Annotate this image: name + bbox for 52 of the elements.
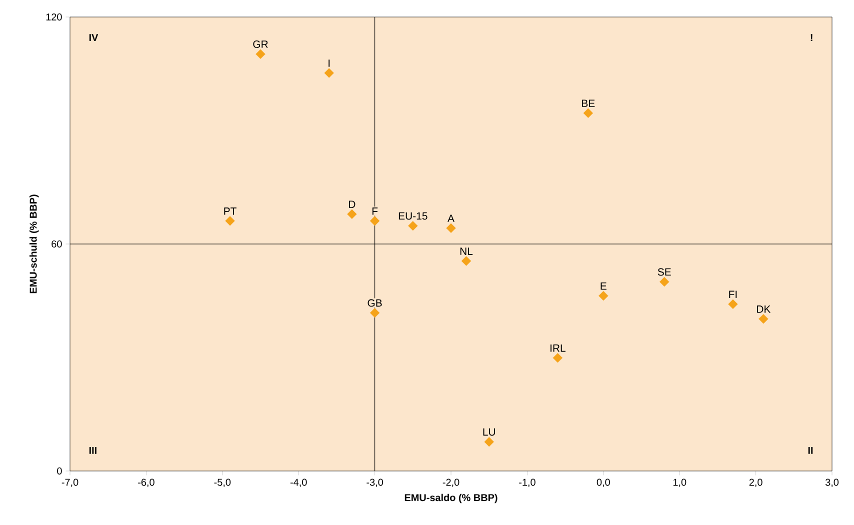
x-tick-label: -2,0	[442, 478, 460, 488]
point	[461, 256, 472, 266]
annotation: NL	[460, 248, 473, 255]
x-tick-label: -3,0	[366, 478, 384, 488]
point	[552, 353, 563, 363]
annotation: SE	[658, 268, 671, 276]
point	[408, 220, 418, 231]
point	[758, 314, 768, 324]
x-tick-label: 1,0	[673, 478, 686, 488]
annotation: GR	[253, 40, 268, 48]
x-tick-label: -7,0	[62, 478, 78, 488]
annotation: EU-15	[398, 212, 428, 220]
annotation: PT	[224, 208, 236, 215]
annotation: III	[89, 447, 96, 454]
point	[598, 290, 608, 301]
annotation: DK	[757, 306, 771, 313]
annotation: GB	[368, 299, 382, 307]
annotation: IV	[89, 34, 98, 41]
annotation: !	[810, 34, 812, 41]
annotation: F	[372, 208, 378, 215]
point	[256, 49, 266, 59]
point	[728, 299, 738, 309]
annotation: IRL	[550, 344, 566, 352]
x-tick-label: -1,0	[519, 478, 536, 488]
annotation: I	[328, 60, 330, 67]
x-tick-label: 2,0	[749, 478, 762, 488]
point	[484, 437, 494, 447]
annotation: II	[808, 447, 813, 454]
x-tick-label: 3,0	[825, 478, 839, 488]
x-tick-label: -5,0	[214, 478, 231, 488]
annotation: LU	[483, 428, 495, 436]
y-tick-label: 60	[52, 240, 62, 248]
point	[347, 209, 357, 219]
point	[324, 68, 334, 78]
annotation: FI	[729, 290, 737, 298]
point	[446, 223, 456, 233]
x-tick-label: -4,0	[290, 478, 307, 488]
x-tick-label: -6,0	[138, 478, 154, 488]
x-tick-label: 0,0	[596, 478, 610, 488]
point	[225, 216, 235, 226]
y-axis-title: EMU-schuld (% BBP)	[29, 194, 39, 294]
annotation: A	[448, 214, 454, 222]
x-axis-title: EMU-saldo (% BBP)	[404, 494, 498, 504]
point	[370, 308, 380, 318]
point	[660, 276, 670, 287]
point	[370, 216, 380, 226]
annotation: BE	[582, 100, 595, 107]
y-tick-label: 120	[46, 13, 62, 21]
annotation: D	[349, 200, 356, 208]
point	[583, 108, 594, 118]
y-tick-label: 0	[57, 467, 62, 475]
annotation: E	[600, 282, 606, 290]
